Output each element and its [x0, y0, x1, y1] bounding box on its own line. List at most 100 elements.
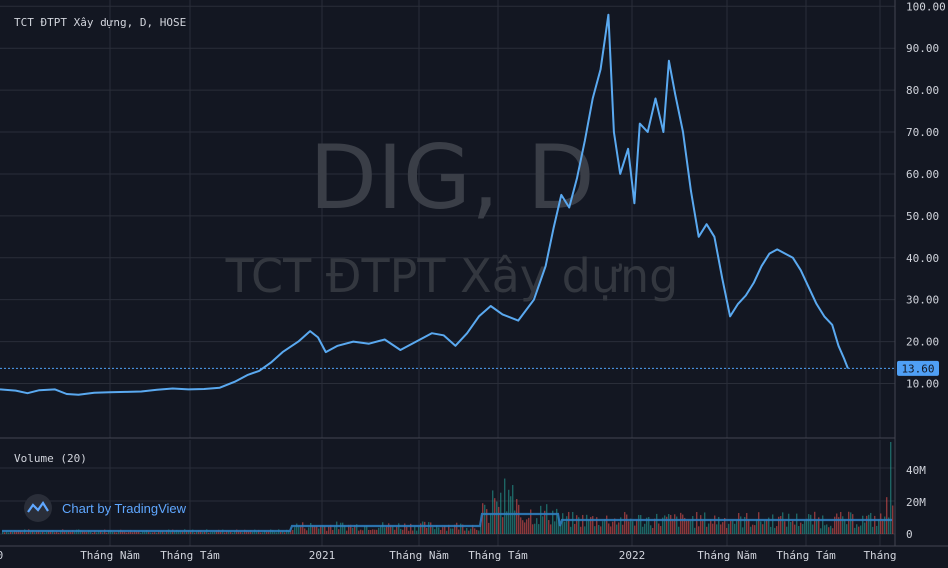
- volume-bar: [568, 511, 570, 534]
- volume-bar: [728, 523, 730, 534]
- volume-bar: [42, 531, 44, 534]
- volume-bar: [384, 527, 386, 534]
- volume-bar: [44, 532, 46, 534]
- volume-bar: [730, 520, 732, 534]
- volume-bar: [12, 531, 14, 534]
- time-tick-label: Tháng Tám: [776, 549, 836, 562]
- volume-bar: [180, 530, 182, 534]
- volume-bar: [252, 531, 254, 534]
- volume-bar: [624, 512, 626, 534]
- volume-bar: [84, 531, 86, 534]
- volume-bar: [242, 532, 244, 534]
- price-tick-label: 20.00: [906, 336, 939, 349]
- volume-bar: [88, 530, 90, 534]
- volume-bar: [460, 523, 462, 534]
- volume-bar: [68, 531, 70, 534]
- volume-bar: [166, 530, 168, 534]
- watermark-symbol: DIG, D: [309, 126, 595, 229]
- volume-bar: [138, 531, 140, 534]
- volume-bar: [2, 531, 4, 534]
- volume-bar: [314, 526, 316, 534]
- volume-bar: [720, 524, 722, 534]
- volume-bar: [404, 523, 406, 534]
- volume-bar: [698, 526, 700, 534]
- volume-bar: [814, 511, 816, 534]
- volume-bar: [742, 527, 744, 534]
- volume-bar: [592, 516, 594, 534]
- volume-bar: [408, 530, 410, 534]
- volume-bar: [840, 511, 842, 534]
- volume-bar: [744, 516, 746, 534]
- volume-bar: [434, 529, 436, 534]
- volume-bar: [194, 532, 196, 534]
- volume-bar: [96, 532, 98, 534]
- volume-bar: [336, 521, 338, 534]
- volume-bar: [354, 525, 356, 534]
- volume-bar: [16, 531, 18, 534]
- volume-bar: [536, 518, 538, 534]
- volume-bar: [522, 520, 524, 534]
- volume-bar: [790, 521, 792, 534]
- volume-bar: [18, 530, 20, 534]
- volume-bar: [598, 524, 600, 534]
- volume-bar: [360, 529, 362, 534]
- volume-bar: [156, 532, 158, 534]
- volume-bar: [864, 522, 866, 534]
- volume-bar: [478, 530, 480, 534]
- volume-bar: [98, 531, 100, 534]
- volume-bar: [582, 514, 584, 534]
- volume-bar: [430, 522, 432, 534]
- volume-bar: [452, 528, 454, 534]
- volume-bar: [58, 532, 60, 534]
- volume-bar: [816, 520, 818, 534]
- volume-bar: [892, 505, 894, 534]
- volume-bar: [14, 530, 16, 534]
- volume-bar: [510, 496, 512, 534]
- volume-bar: [470, 528, 472, 534]
- volume-bar: [834, 516, 836, 534]
- volume-bar: [220, 531, 222, 534]
- volume-bar: [668, 514, 670, 534]
- volume-bar: [424, 521, 426, 534]
- last-price-label: 13.60: [897, 360, 939, 376]
- volume-bar: [788, 513, 790, 534]
- chart-header-title: TCT ĐTPT Xây dựng, D, HOSE: [14, 16, 186, 29]
- volume-bar: [538, 524, 540, 534]
- volume-bar: [86, 532, 88, 534]
- volume-bar: [650, 525, 652, 534]
- volume-bar: [530, 509, 532, 534]
- last-price-box: [897, 360, 939, 376]
- volume-bar: [808, 514, 810, 534]
- volume-bar: [724, 517, 726, 534]
- volume-bar: [190, 530, 192, 534]
- volume-bar: [768, 517, 770, 534]
- volume-bar: [752, 524, 754, 534]
- price-tick-label: 10.00: [906, 378, 939, 391]
- volume-bar: [472, 524, 474, 534]
- volume-bar: [616, 524, 618, 534]
- volume-bar: [494, 498, 496, 534]
- volume-bar: [234, 531, 236, 534]
- volume-bar: [486, 509, 488, 534]
- volume-bar: [66, 531, 68, 534]
- volume-bar: [560, 525, 562, 534]
- volume-bar: [520, 517, 522, 534]
- volume-bar: [594, 526, 596, 534]
- time-tick-label: 2020: [0, 549, 3, 562]
- tradingview-attribution[interactable]: Chart by TradingView: [24, 494, 187, 522]
- volume-bar: [524, 522, 526, 534]
- volume-bar: [740, 516, 742, 534]
- volume-bar: [240, 531, 242, 534]
- volume-bar: [842, 516, 844, 534]
- attribution-text: Chart by TradingView: [62, 501, 187, 516]
- volume-bar: [552, 510, 554, 534]
- volume-bar: [782, 512, 784, 534]
- volume-ma-line: [2, 512, 892, 533]
- volume-bar: [630, 518, 632, 534]
- volume-bar: [504, 478, 506, 534]
- volume-bar: [844, 519, 846, 534]
- volume-bar: [308, 527, 310, 534]
- volume-bar: [838, 517, 840, 534]
- volume-bar: [350, 524, 352, 534]
